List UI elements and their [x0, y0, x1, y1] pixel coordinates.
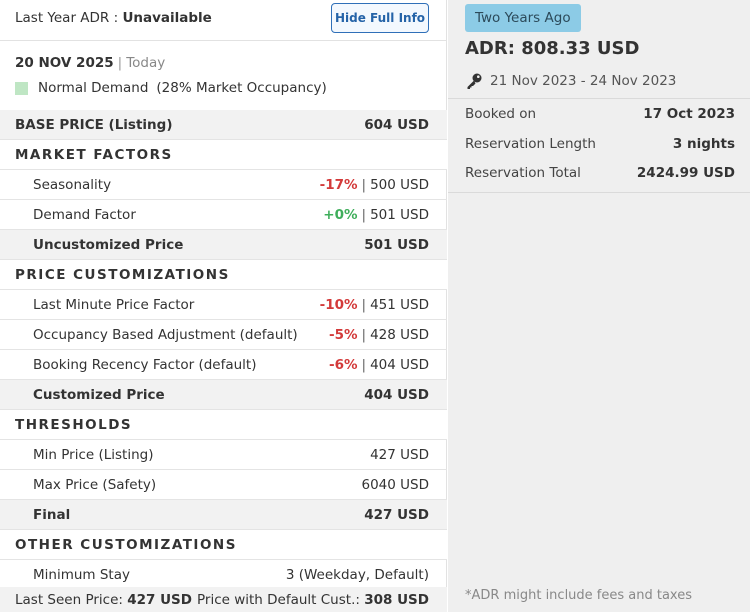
- price-table: BASE PRICE (Listing) 604 USD MARKET FACT…: [0, 110, 447, 590]
- row-value: 3 (Weekday, Default): [285, 566, 429, 583]
- adr-note: *ADR might include fees and taxes: [465, 588, 692, 603]
- price-breakdown-panel: Last Year ADR : Unavailable Hide Full In…: [0, 0, 447, 612]
- row-value: 6040 USD: [361, 476, 430, 493]
- past-adr: ADR: 808.33 USD: [465, 38, 640, 59]
- period-badge: Two Years Ago: [465, 4, 581, 32]
- selected-date: 20 NOV 2025: [15, 55, 114, 71]
- uncustomized-price-row: Uncustomized Price 501 USD: [0, 230, 447, 260]
- final-price-row: Final 427 USD: [0, 500, 447, 530]
- row-label: Min Price (Listing): [33, 446, 154, 463]
- last-year-adr: Last Year ADR : Unavailable: [15, 10, 212, 26]
- default-cust-price: Price with Default Cust.: 308 USD: [197, 592, 429, 608]
- key-icon: [467, 73, 482, 89]
- demand-row: Normal Demand (28% Market Occupancy): [15, 80, 327, 96]
- info-label: Booked on: [465, 106, 537, 122]
- base-price-label: BASE PRICE (Listing): [15, 116, 173, 133]
- row-label: Max Price (Safety): [33, 476, 157, 493]
- reservation-range: 21 Nov 2023 - 24 Nov 2023: [465, 72, 676, 90]
- row-pct: -17%: [319, 176, 358, 193]
- row-pct: +0%: [323, 206, 358, 223]
- row-price: 451 USD: [370, 296, 429, 313]
- table-row: Occupancy Based Adjustment (default) -5%…: [0, 320, 447, 350]
- row-value: -17% | 500 USD: [319, 176, 429, 193]
- last-seen-value: 427 USD: [127, 591, 192, 608]
- row-value: -6% | 404 USD: [329, 356, 429, 373]
- base-price-row: BASE PRICE (Listing) 604 USD: [0, 110, 447, 140]
- row-value: 427 USD: [364, 506, 429, 523]
- row-value: 501 USD: [364, 236, 429, 253]
- section-title: MARKET FACTORS: [15, 146, 173, 163]
- table-row: Last Minute Price Factor -10% | 451 USD: [0, 290, 447, 320]
- row-price: 404 USD: [370, 356, 429, 373]
- divider: [448, 98, 750, 99]
- row-label: Occupancy Based Adjustment (default): [33, 326, 298, 343]
- row-price: 428 USD: [370, 326, 429, 343]
- last-year-adr-value: Unavailable: [122, 10, 212, 26]
- info-value: 17 Oct 2023: [643, 106, 735, 122]
- table-row: Demand Factor +0% | 501 USD: [0, 200, 447, 230]
- section-title: OTHER CUSTOMIZATIONS: [15, 536, 237, 553]
- info-label: Reservation Total: [465, 165, 581, 181]
- row-label: Customized Price: [33, 386, 165, 403]
- info-value: 2424.99 USD: [636, 165, 735, 181]
- row-price: 500 USD: [370, 176, 429, 193]
- section-thresholds: THRESHOLDS: [0, 410, 447, 440]
- info-label: Reservation Length: [465, 136, 596, 152]
- row-label: Demand Factor: [33, 206, 136, 223]
- row-pct: -10%: [319, 296, 358, 313]
- hide-full-info-button[interactable]: Hide Full Info: [331, 3, 429, 33]
- section-title: THRESHOLDS: [15, 416, 133, 433]
- booked-on-row: Booked on 17 Oct 2023: [465, 106, 735, 122]
- row-value: 404 USD: [364, 386, 429, 403]
- customized-price-row: Customized Price 404 USD: [0, 380, 447, 410]
- row-value: -5% | 428 USD: [329, 326, 429, 343]
- row-pct: -6%: [329, 356, 358, 373]
- table-row: Booking Recency Factor (default) -6% | 404…: [0, 350, 447, 380]
- default-cust-value: 308 USD: [364, 591, 429, 608]
- last-year-adr-label: Last Year ADR :: [15, 10, 119, 26]
- row-value: +0% | 501 USD: [323, 206, 429, 223]
- table-row: Min Price (Listing) 427 USD: [0, 440, 447, 470]
- divider: [448, 192, 750, 193]
- info-value: 3 nights: [672, 136, 735, 152]
- demand-swatch: [15, 81, 28, 95]
- panel-header: Last Year ADR : Unavailable Hide Full In…: [0, 0, 446, 41]
- table-row: Max Price (Safety) 6040 USD: [0, 470, 447, 500]
- row-label: Uncustomized Price: [33, 236, 184, 253]
- row-label: Last Minute Price Factor: [33, 296, 195, 313]
- date-row: 20 NOV 2025 | Today: [15, 55, 165, 71]
- row-pct: -5%: [329, 326, 358, 343]
- row-label: Booking Recency Factor (default): [33, 356, 257, 373]
- table-row: Minimum Stay 3 (Weekday, Default): [0, 560, 447, 590]
- last-seen-price: Last Seen Price: 427 USD: [15, 592, 192, 608]
- section-market-factors: MARKET FACTORS: [0, 140, 447, 170]
- reservation-total-row: Reservation Total 2424.99 USD: [465, 165, 735, 181]
- row-label: Minimum Stay: [33, 566, 130, 583]
- row-value: -10% | 451 USD: [319, 296, 429, 313]
- row-label: Final: [33, 506, 71, 523]
- row-label: Seasonality: [33, 176, 112, 193]
- comparison-panel: Two Years Ago ADR: 808.33 USD 21 Nov 202…: [448, 0, 750, 612]
- date-separator: |: [117, 55, 123, 71]
- reservation-length-row: Reservation Length 3 nights: [465, 136, 735, 152]
- today-label: Today: [126, 55, 166, 71]
- price-footer: Last Seen Price: 427 USD Price with Defa…: [0, 587, 447, 612]
- row-value: 427 USD: [370, 446, 429, 463]
- table-row: Seasonality -17% | 500 USD: [0, 170, 447, 200]
- section-title: PRICE CUSTOMIZATIONS: [15, 266, 230, 283]
- section-other-customizations: OTHER CUSTOMIZATIONS: [0, 530, 447, 560]
- row-price: 501 USD: [370, 206, 429, 223]
- demand-level: Normal Demand: [38, 80, 149, 96]
- section-price-customizations: PRICE CUSTOMIZATIONS: [0, 260, 447, 290]
- base-price-value: 604 USD: [364, 116, 429, 133]
- market-occupancy: (28% Market Occupancy): [156, 80, 327, 96]
- default-cust-label: Price with Default Cust.:: [196, 591, 360, 608]
- last-seen-label: Last Seen Price:: [15, 591, 123, 608]
- date-range-text: 21 Nov 2023 - 24 Nov 2023: [490, 73, 677, 89]
